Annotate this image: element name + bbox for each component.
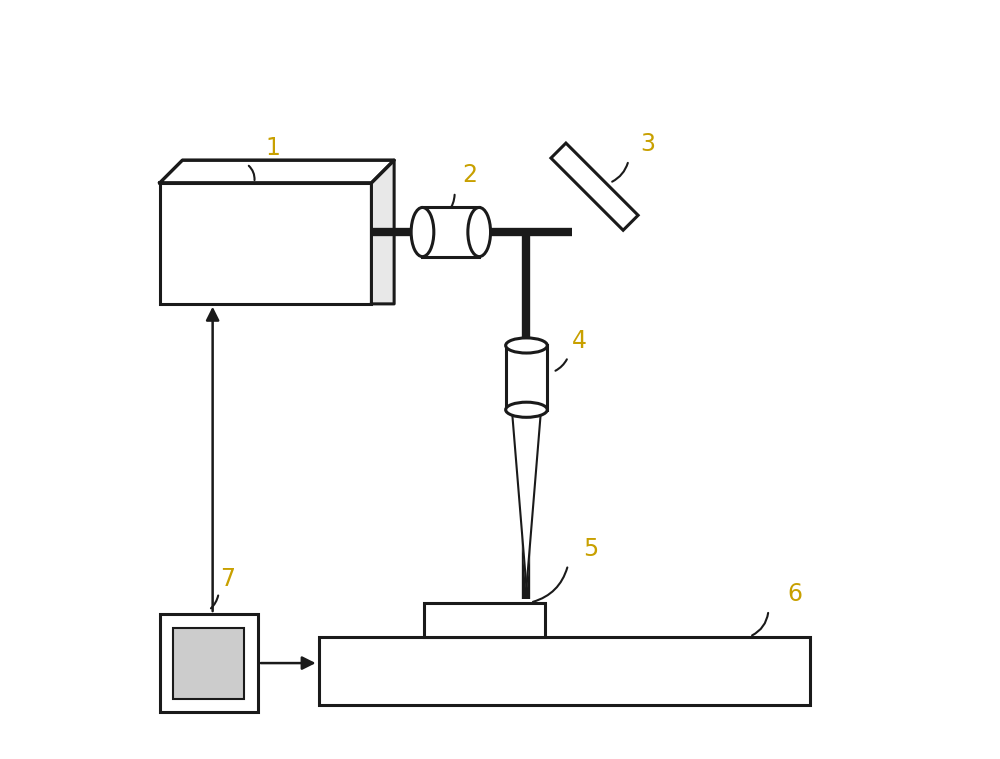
Text: 6: 6 bbox=[787, 582, 802, 606]
Text: 1: 1 bbox=[266, 136, 281, 160]
Polygon shape bbox=[160, 160, 394, 183]
Bar bbox=[424, 603, 545, 637]
Text: 7: 7 bbox=[220, 567, 235, 591]
Ellipse shape bbox=[468, 207, 491, 257]
Text: 4: 4 bbox=[572, 329, 587, 353]
Bar bbox=[173, 628, 244, 698]
Ellipse shape bbox=[506, 338, 547, 353]
Bar bbox=[160, 183, 371, 304]
Ellipse shape bbox=[411, 207, 434, 257]
Polygon shape bbox=[551, 143, 638, 230]
Polygon shape bbox=[512, 410, 541, 587]
Bar bbox=[319, 637, 810, 704]
Polygon shape bbox=[371, 160, 394, 304]
Text: 2: 2 bbox=[462, 162, 477, 187]
Text: 5: 5 bbox=[583, 537, 598, 561]
Text: 3: 3 bbox=[640, 132, 655, 156]
Ellipse shape bbox=[506, 402, 547, 417]
Bar bbox=[422, 207, 479, 257]
Bar bbox=[160, 614, 258, 712]
Bar bbox=[506, 345, 547, 410]
